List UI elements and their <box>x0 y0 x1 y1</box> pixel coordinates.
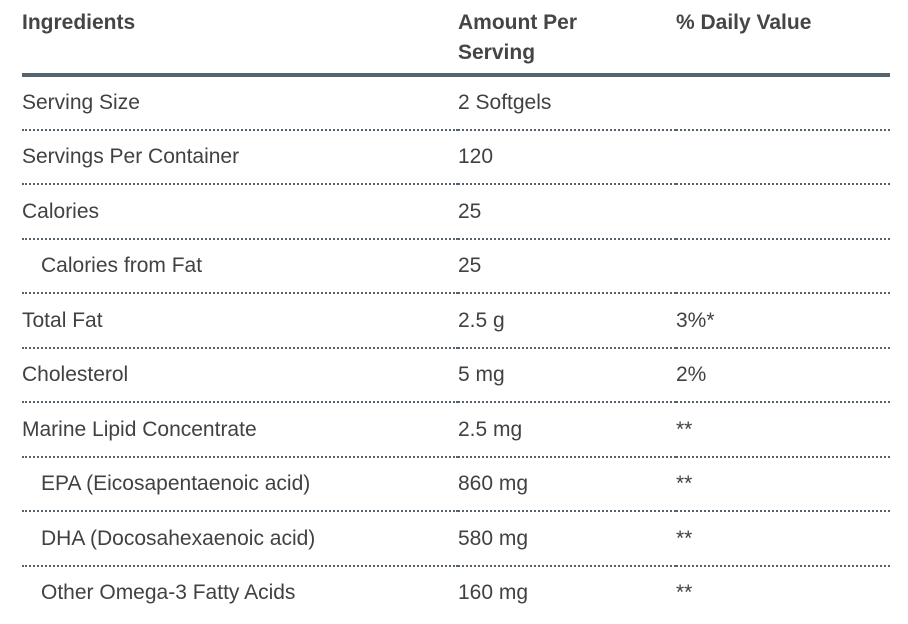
amount-cell: 160 mg <box>458 581 529 605</box>
amount-cell: 25 <box>458 238 676 294</box>
table-row: Calories 25 <box>22 184 890 240</box>
table-row: EPA (Eicosapentaenoic acid) 860 mg ** <box>22 456 890 512</box>
daily-value-cell: ** <box>676 511 890 567</box>
column-header-label: Ingredients <box>22 11 136 34</box>
ingredient-cell: Marine Lipid Concentrate <box>22 402 458 458</box>
amount-cell: 120 <box>458 129 676 185</box>
column-header-amount-per-serving: Amount Per Serving <box>458 0 676 77</box>
table-row: Calories from Fat 25 <box>22 238 890 294</box>
table-row: Marine Lipid Concentrate 2.5 mg ** <box>22 402 890 458</box>
amount-cell: 860 mg <box>458 456 676 512</box>
ingredient-cell: DHA (Docosahexaenoic acid) <box>22 511 458 567</box>
ingredients-table: Ingredients Amount Per Serving % Daily V… <box>22 0 890 621</box>
daily-value-cell <box>676 129 890 185</box>
ingredient-cell: Total Fat <box>22 293 458 349</box>
daily-value-cell: ** <box>676 581 693 605</box>
daily-value-cell <box>676 184 890 240</box>
daily-value-cell: 3%* <box>676 293 890 349</box>
table-row: Serving Size 2 Softgels <box>22 75 890 131</box>
column-header-daily-value: % Daily Value <box>676 0 890 77</box>
ingredient-cell: Calories from Fat <box>22 238 458 294</box>
ingredient-cell: EPA (Eicosapentaenoic acid) <box>22 456 458 512</box>
table-row: Servings Per Container 120 <box>22 129 890 185</box>
amount-cell: 25 <box>458 184 676 240</box>
ingredient-cell: Calories <box>22 184 458 240</box>
amount-cell: 2.5 g <box>458 293 676 349</box>
amount-cell: 2.5 mg <box>458 402 676 458</box>
ingredient-cell: Servings Per Container <box>22 129 458 185</box>
ingredient-cell: Other Omega-3 Fatty Acids <box>41 581 296 605</box>
table-body: Serving Size 2 Softgels Servings Per Con… <box>22 75 890 620</box>
table-header: Ingredients Amount Per Serving % Daily V… <box>22 0 890 77</box>
column-header-label: Amount Per Serving <box>458 11 578 64</box>
daily-value-cell: ** <box>676 402 890 458</box>
daily-value-cell: ** <box>676 456 890 512</box>
amount-cell: 580 mg <box>458 511 676 567</box>
table-row: Total Fat 2.5 g 3%* <box>22 293 890 349</box>
daily-value-cell <box>676 75 890 131</box>
column-header-ingredients: Ingredients <box>22 0 458 77</box>
daily-value-cell: 2% <box>676 347 890 403</box>
column-header-label: % Daily Value <box>676 11 812 34</box>
ingredient-cell: Serving Size <box>22 75 458 131</box>
amount-cell: 5 mg <box>458 347 676 403</box>
ingredient-cell: Cholesterol <box>22 347 458 403</box>
daily-value-cell <box>676 238 890 294</box>
table-row: Other Omega-3 Fatty Acids 160 mg ** <box>22 566 890 621</box>
header-row: Ingredients Amount Per Serving % Daily V… <box>22 0 890 77</box>
amount-cell: 2 Softgels <box>458 75 676 131</box>
table-row: DHA (Docosahexaenoic acid) 580 mg ** <box>22 511 890 567</box>
table-row: Cholesterol 5 mg 2% <box>22 347 890 403</box>
